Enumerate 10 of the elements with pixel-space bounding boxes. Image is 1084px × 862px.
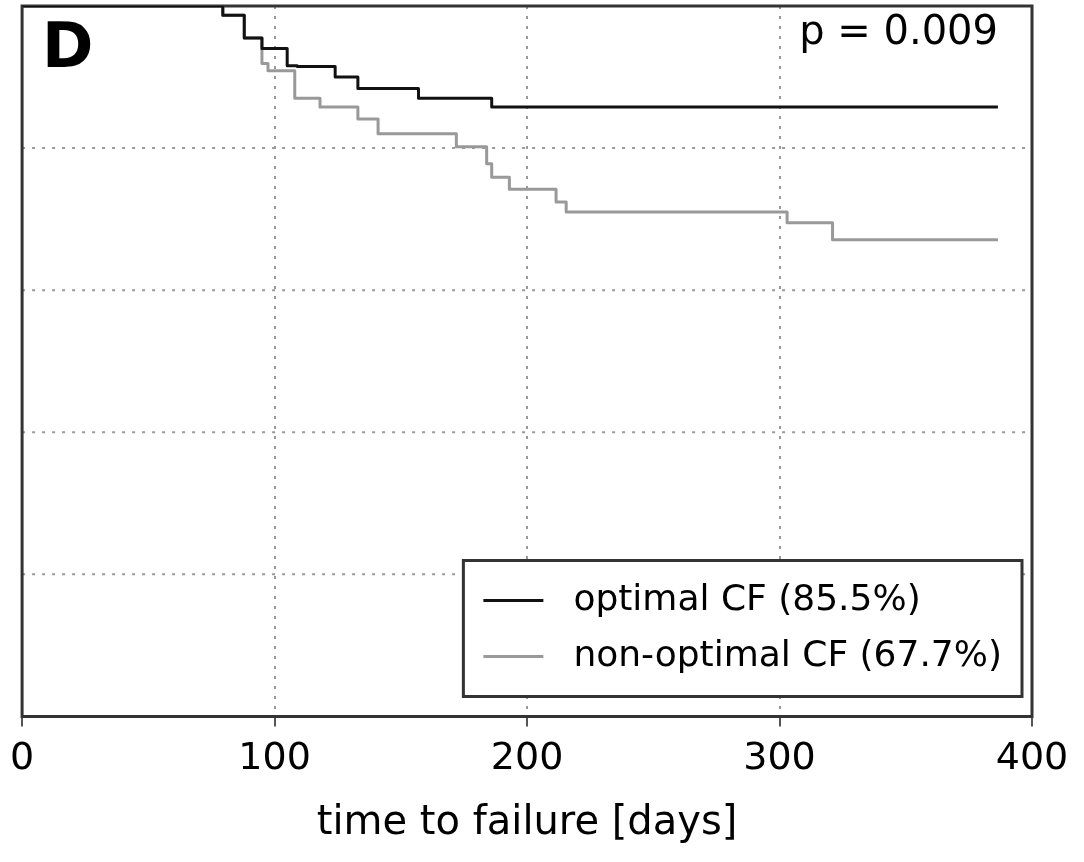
x-tick-label: 100 xyxy=(238,734,311,779)
x-tick-label: 300 xyxy=(743,734,816,779)
legend-label: non-optimal CF (67.7%) xyxy=(573,632,1002,674)
annotation: D xyxy=(42,9,94,83)
x-tick-label: 0 xyxy=(9,734,35,779)
x-tick-label: 200 xyxy=(490,734,564,779)
annotation: p = 0.009 xyxy=(799,7,998,54)
x-axis-title: time to failure [days] xyxy=(316,797,738,844)
x-tick-label: 400 xyxy=(995,734,1069,779)
legend-label: optimal CF (85.5%) xyxy=(573,576,921,618)
